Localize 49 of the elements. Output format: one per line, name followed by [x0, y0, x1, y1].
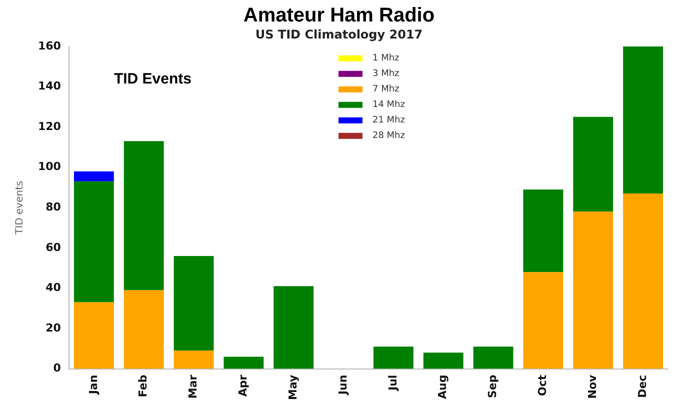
- x-tick-label: Oct: [536, 374, 550, 396]
- y-tick-label: 60: [46, 240, 62, 254]
- x-tick-label: Jul: [386, 374, 400, 392]
- legend-label: 3 Mhz: [372, 69, 400, 80]
- bar: [523, 272, 564, 369]
- x-tick-label: Mar: [186, 374, 200, 399]
- x-tick-label: Aug: [436, 374, 450, 400]
- legend-label: 7 Mhz: [372, 84, 400, 95]
- y-axis-title: TID events: [14, 180, 26, 236]
- bar: [473, 346, 514, 369]
- x-tick-label: Dec: [636, 374, 649, 398]
- x-tick-label: Feb: [136, 374, 150, 398]
- x-tick-label: Jan: [86, 374, 100, 396]
- bar: [124, 141, 164, 290]
- bar: [573, 212, 614, 369]
- bar: [623, 193, 664, 369]
- y-tick-label: 140: [38, 80, 62, 93]
- y-tick-label: 120: [38, 120, 62, 133]
- legend-label: 28 Mhz: [372, 131, 406, 142]
- y-tick-label: 80: [46, 200, 62, 214]
- y-tick-label: 0: [53, 362, 62, 375]
- bar: [623, 46, 664, 194]
- legend-label: 14 Mhz: [372, 100, 406, 110]
- bar: [74, 181, 114, 302]
- bar: [74, 302, 114, 369]
- bar: [224, 356, 264, 369]
- x-tick-label: Apr: [236, 374, 250, 397]
- bar: [423, 352, 464, 369]
- chart-title: Amateur Ham Radio: [243, 4, 435, 27]
- x-tick-label: Jun: [336, 374, 350, 396]
- bar: [523, 189, 564, 272]
- x-tick-label: May: [286, 374, 300, 400]
- bar: [74, 171, 114, 182]
- bar: [274, 286, 314, 369]
- bar: [124, 290, 164, 369]
- annotation: TID Events: [114, 70, 192, 88]
- legend-label: 1 Mhz: [372, 54, 400, 64]
- bar: [174, 350, 214, 369]
- chart-subtitle: US TID Climatology 2017: [255, 27, 423, 42]
- y-tick-label: 160: [38, 39, 62, 52]
- y-tick-label: 20: [46, 321, 62, 334]
- x-tick-label: Nov: [586, 374, 599, 399]
- bar: [174, 256, 214, 351]
- x-tick-label: Sep: [486, 374, 500, 398]
- bar: [373, 346, 414, 369]
- bar: [573, 116, 614, 212]
- legend-label: 21 Mhz: [372, 116, 406, 126]
- y-tick-label: 40: [46, 281, 62, 294]
- y-tick-label: 100: [38, 160, 62, 174]
